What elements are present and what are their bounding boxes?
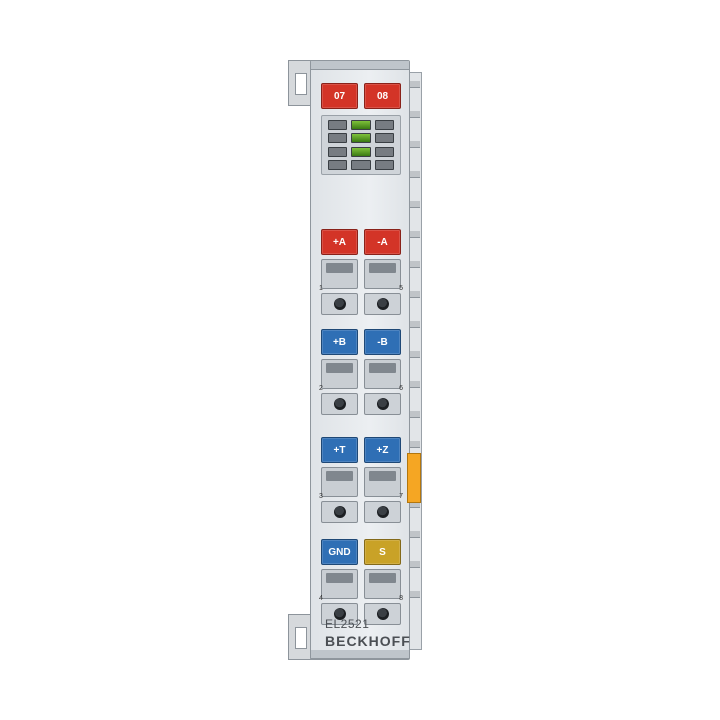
bus-pin (410, 171, 420, 178)
terminal-number: 6 (399, 385, 403, 392)
spring-terminal[interactable] (321, 359, 358, 389)
release-tab[interactable] (407, 453, 421, 503)
led-block (321, 115, 401, 175)
wire-hole[interactable]: 5 (364, 293, 401, 315)
spring-terminal[interactable] (364, 259, 401, 289)
led-off (375, 120, 394, 130)
model-label: EL2521 (325, 617, 369, 631)
terminal-number: 3 (319, 493, 323, 500)
module-body: 07 08 +A-A15+B-B26+T+Z37GNDS48 EL2521 BE… (310, 60, 410, 660)
label-pair: GNDS (321, 539, 401, 563)
wire-hole[interactable]: 2 (321, 393, 358, 415)
led-off (328, 160, 347, 170)
spring-terminal[interactable] (321, 569, 358, 599)
spring-terminal-pair (321, 467, 401, 497)
led-off (328, 133, 347, 143)
header-tile-07: 07 (321, 83, 358, 109)
wire-hole[interactable]: 7 (364, 501, 401, 523)
bus-pin (410, 351, 420, 358)
bus-pin (410, 201, 420, 208)
led-off (375, 160, 394, 170)
header-tile-08: 08 (364, 83, 401, 109)
led-off (328, 120, 347, 130)
terminal-number: 5 (399, 285, 403, 292)
spring-terminal[interactable] (321, 259, 358, 289)
wire-hole-pair: 15 (321, 293, 401, 315)
bus-pin (410, 441, 420, 448)
wire-hole[interactable]: 6 (364, 393, 401, 415)
bus-pin (410, 111, 420, 118)
terminal-number: 1 (319, 285, 323, 292)
wire-hole-pair: 26 (321, 393, 401, 415)
wire-hole[interactable]: 3 (321, 501, 358, 523)
bus-pin (410, 321, 420, 328)
bus-pin (410, 381, 420, 388)
wire-hole[interactable]: 8 (364, 603, 401, 625)
spring-terminal[interactable] (364, 359, 401, 389)
bus-pin (410, 531, 420, 538)
label-pair: +B-B (321, 329, 401, 353)
terminal-number: 7 (399, 493, 403, 500)
led-off (375, 147, 394, 157)
signal-label-plusminus-t: +T (321, 437, 358, 463)
spring-terminal[interactable] (364, 467, 401, 497)
signal-label-plusminus-a: +A (321, 229, 358, 255)
signal-label-plusminus-b: +B (321, 329, 358, 355)
bus-pin (410, 261, 420, 268)
terminal-module: 07 08 +A-A15+B-B26+T+Z37GNDS48 EL2521 BE… (310, 60, 410, 660)
wire-hole[interactable]: 1 (321, 293, 358, 315)
led-off (351, 160, 370, 170)
led-on (351, 120, 370, 130)
spring-terminal-pair (321, 259, 401, 289)
label-pair: +A-A (321, 229, 401, 253)
bus-pin (410, 231, 420, 238)
header-tiles: 07 08 (321, 83, 401, 107)
label-pair: +T+Z (321, 437, 401, 461)
bus-pin (410, 81, 420, 88)
led-off (375, 133, 394, 143)
signal-label-gnd: GND (321, 539, 358, 565)
bus-connector (408, 72, 422, 650)
signal-label-minus-a: -A (364, 229, 401, 255)
signal-label-minus-b: -B (364, 329, 401, 355)
wire-hole-pair: 37 (321, 501, 401, 523)
signal-label-plusminus-z: +Z (364, 437, 401, 463)
brand-label: BECKHOFF (325, 633, 411, 649)
din-rail-bottom (288, 614, 312, 660)
spring-terminal[interactable] (321, 467, 358, 497)
terminal-number: 8 (399, 595, 403, 602)
spring-terminal[interactable] (364, 569, 401, 599)
spring-terminal-pair (321, 569, 401, 599)
din-rail-top (288, 60, 312, 106)
led-on (351, 147, 370, 157)
signal-label-s: S (364, 539, 401, 565)
bus-pin (410, 141, 420, 148)
led-off (328, 147, 347, 157)
bus-pin (410, 411, 420, 418)
bus-pin (410, 291, 420, 298)
bus-pin (410, 591, 420, 598)
spring-terminal-pair (321, 359, 401, 389)
terminal-number: 2 (319, 385, 323, 392)
terminal-number: 4 (319, 595, 323, 602)
bus-pin (410, 561, 420, 568)
led-on (351, 133, 370, 143)
